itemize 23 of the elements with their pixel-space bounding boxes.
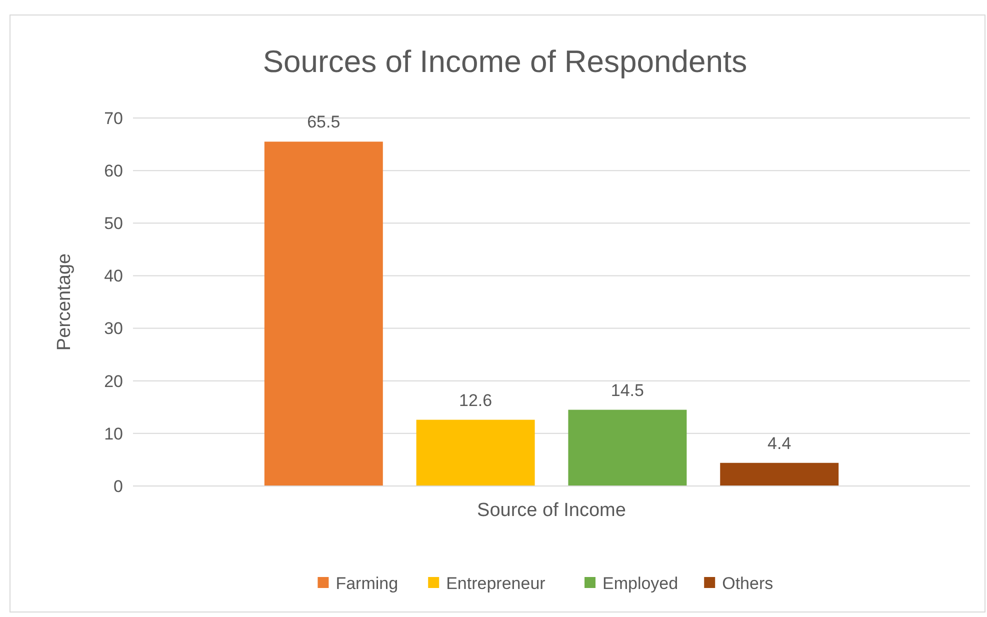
y-tick-label: 50 [104,214,123,234]
data-label: 14.5 [610,380,644,400]
y-tick-label: 0 [114,476,123,496]
data-label: 4.4 [768,434,792,453]
y-tick-label: 60 [104,162,123,181]
y-tick-label: 70 [104,108,123,128]
bar [720,462,839,486]
y-axis-title: Percentage [54,253,75,351]
y-tick-label: 30 [104,319,123,338]
y-tick-label: 20 [104,372,123,391]
chart-title: Sources of Income of Respondents [262,44,748,79]
data-label: 12.6 [459,390,492,410]
y-tick-label: 10 [104,424,123,444]
legend-label: Others [722,574,774,593]
bar [568,410,687,486]
y-tick-label: 40 [104,266,123,286]
legend-label: Employed [602,574,678,593]
legend-label: Entrepreneur [446,574,546,593]
legend-label: Farming [336,574,398,593]
bar [264,142,383,486]
data-label: 65.5 [307,112,340,132]
x-axis-title: Source of Income [477,500,626,521]
bar [416,420,535,486]
